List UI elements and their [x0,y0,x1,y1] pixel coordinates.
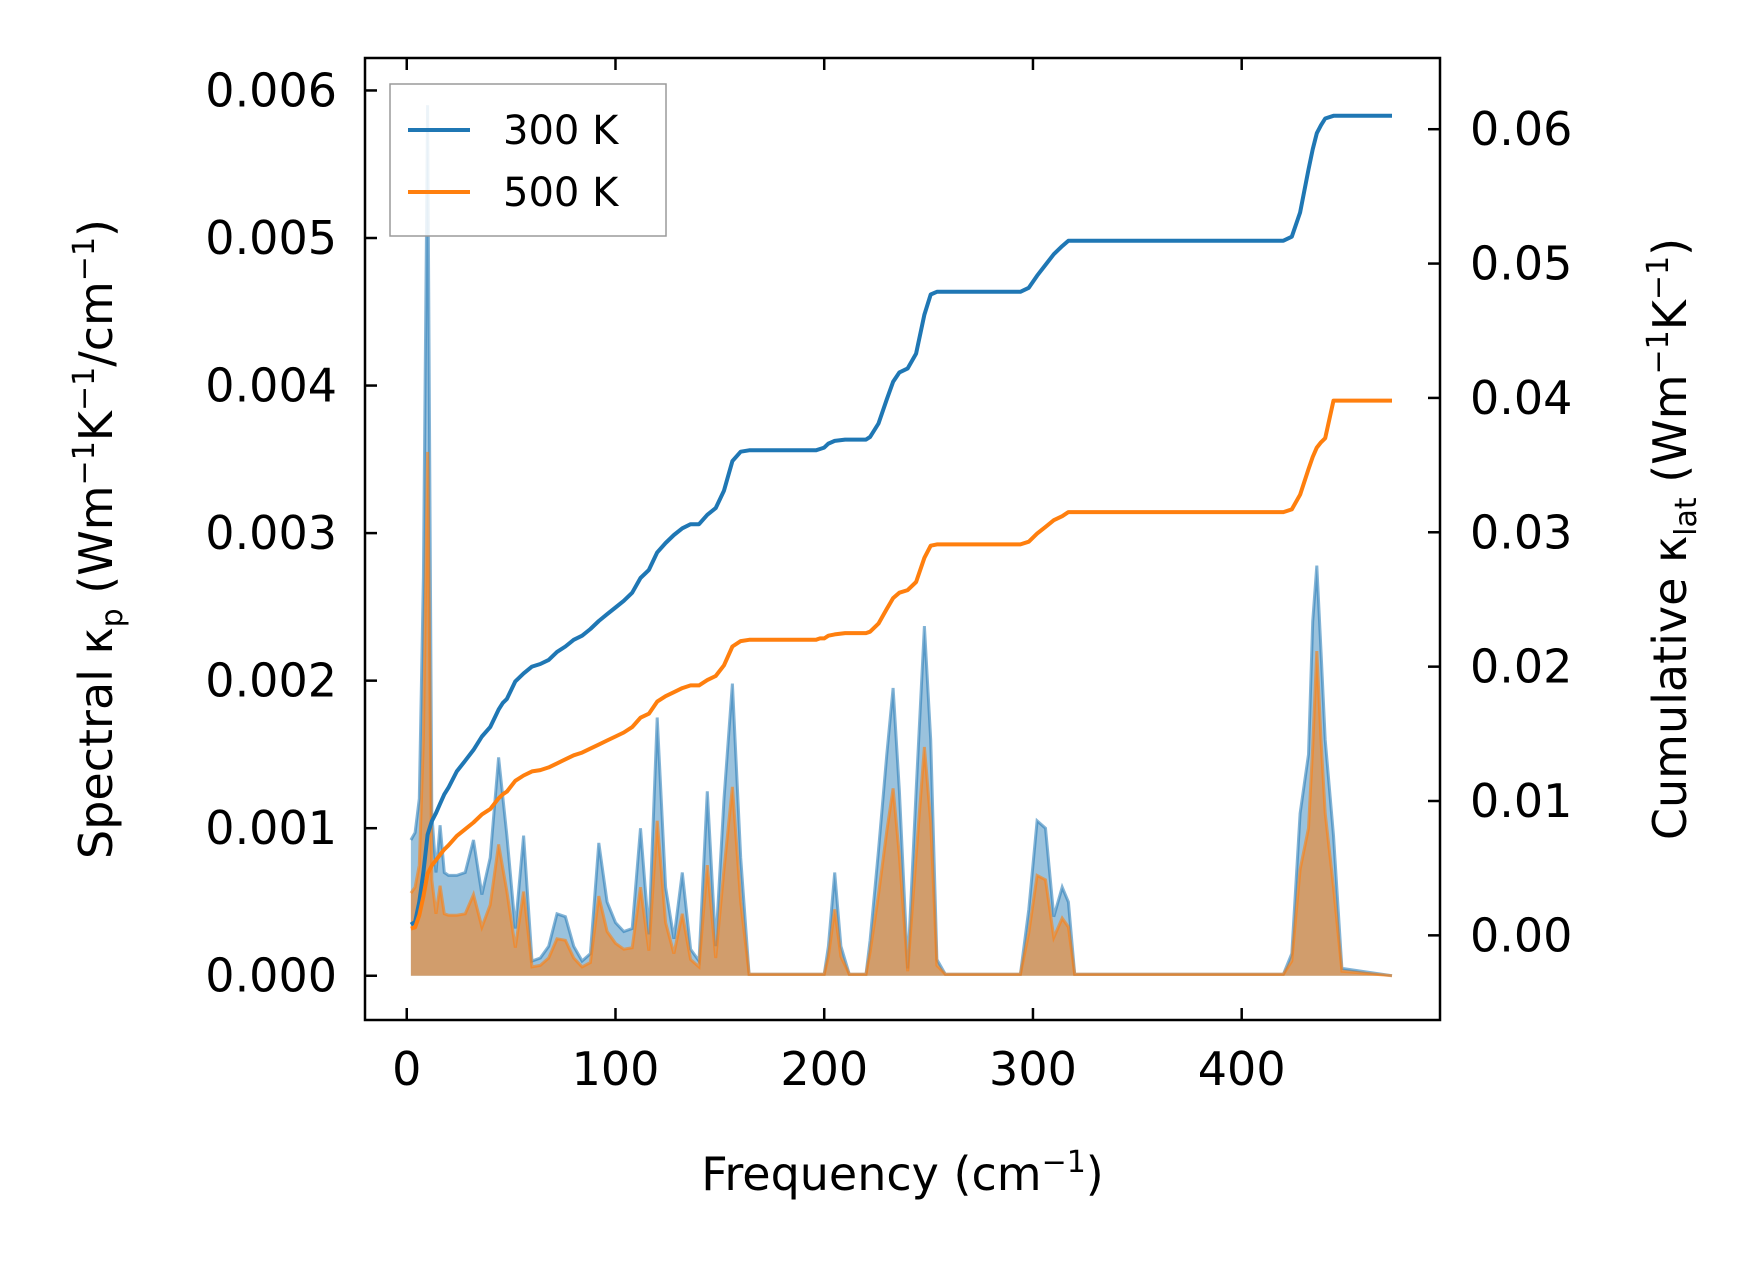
y-tick-label-left: 0.000 [205,949,337,1003]
spectral-fills [409,105,1393,978]
y-tick-label-right: 0.00 [1470,908,1572,962]
axis-ticks [365,58,1440,1020]
x-tick-label: 0 [392,1042,421,1096]
y-tick-label-left: 0.003 [205,506,337,560]
y-tick-label-left: 0.004 [205,359,337,413]
legend-label-500k: 500 K [503,170,620,216]
spectral-line-300k [409,105,1393,978]
y-tick-label-left: 0.005 [205,211,337,265]
y-tick-label-right: 0.04 [1470,371,1572,425]
x-tick-label: 300 [989,1042,1077,1096]
x-tick-label: 200 [780,1042,868,1096]
y-tick-label-right: 0.01 [1470,774,1572,828]
y-tick-label-right: 0.06 [1470,102,1572,156]
x-tick-label: 100 [572,1042,660,1096]
y-axis-right-label: Cumulative κlat (Wm−1K−1) [1641,238,1704,840]
y-tick-label-left: 0.002 [205,654,337,708]
y-tick-label-right: 0.05 [1470,237,1572,291]
x-axis-label: Frequency (cm−1) [701,1145,1104,1201]
y-tick-label-right: 0.02 [1470,640,1572,694]
plot-frame [363,56,1442,1022]
legend: 300 K 500 K [389,83,667,237]
legend-label-300k: 300 K [503,108,620,154]
y-tick-label-left: 0.006 [205,63,337,117]
y-axis-left-label: Spectral κp (Wm−1K−1/cm−1) [67,219,130,859]
tick-labels: 0 100 200 300 400 0.000 0.001 0.002 0.003 0.004 0.… [205,63,1572,1096]
cumulative-line-500k [410,398,1392,931]
y-tick-label-right: 0.03 [1470,505,1572,559]
cumulative-line-300k [409,113,1392,927]
x-tick-label: 400 [1198,1042,1286,1096]
legend-box [389,83,667,237]
series-lines [409,113,1392,931]
y-tick-label-left: 0.001 [205,801,337,855]
spectral-line-500k [409,451,1393,978]
